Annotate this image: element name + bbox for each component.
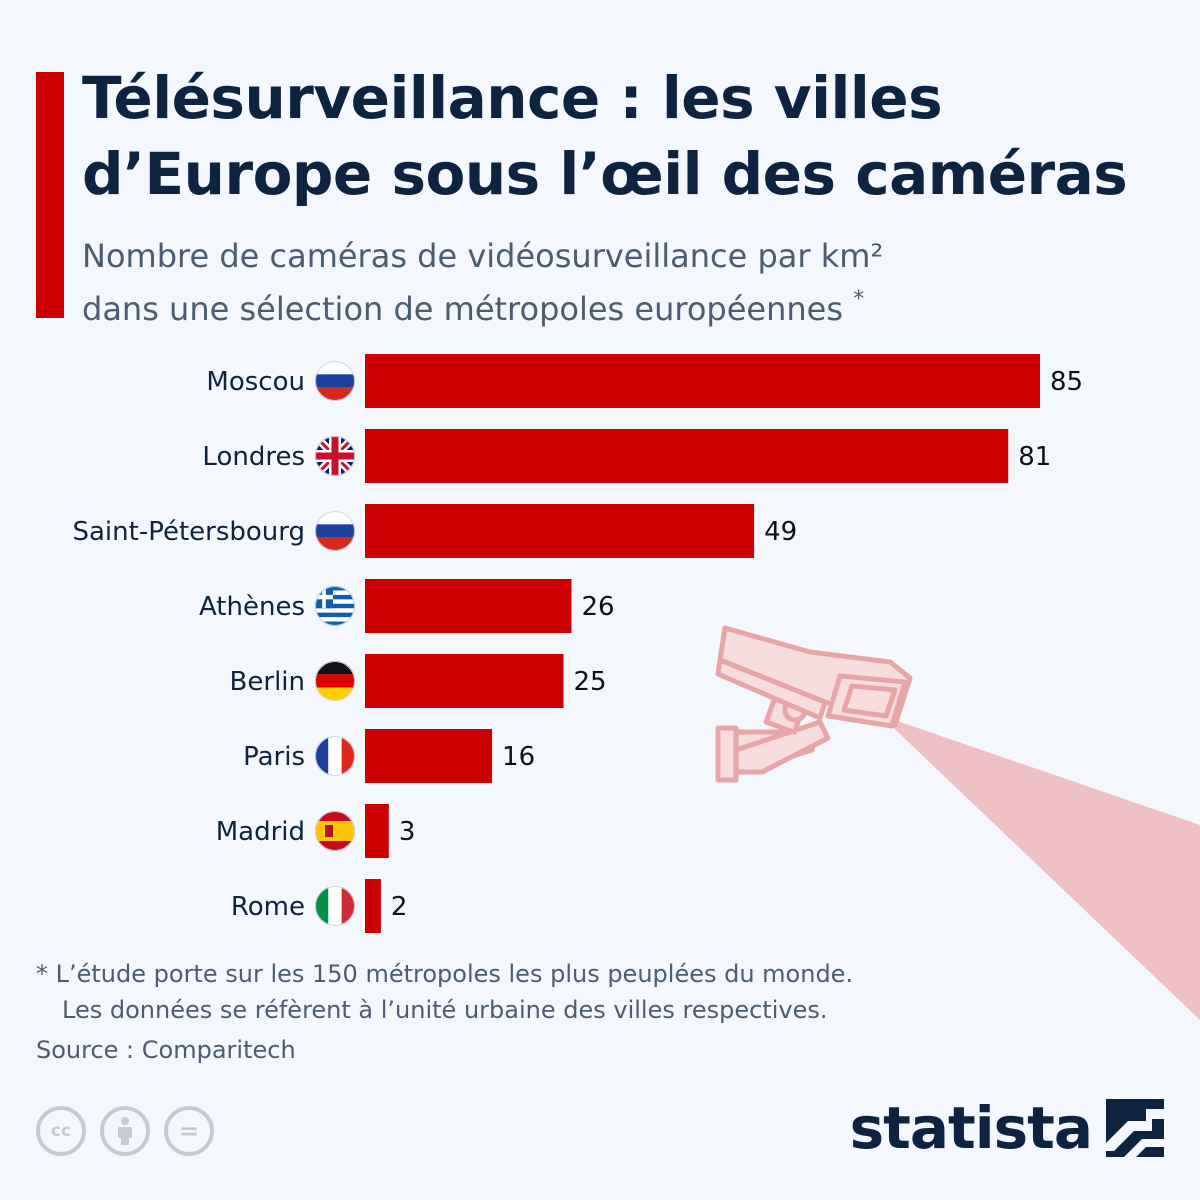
- italy-flag-icon: [315, 886, 355, 926]
- value-label-0: 85: [1050, 367, 1083, 397]
- footnote-line-1: * L’étude porte sur les 150 métropoles l…: [36, 960, 854, 988]
- attribution-person-icon: [118, 1117, 132, 1145]
- value-label-1: 81: [1018, 442, 1051, 472]
- russia-flag-icon: [315, 361, 355, 401]
- greece-flag-icon: [315, 586, 355, 626]
- category-label-2: Saint-Pétersbourg: [72, 517, 305, 547]
- security-camera-icon: [715, 625, 1200, 1020]
- no-derivatives-icon: =: [164, 1106, 214, 1156]
- subtitle-marker: *: [853, 287, 865, 312]
- bar-5: [365, 729, 493, 783]
- bar-6: [365, 804, 389, 858]
- germany-flag-icon: [315, 661, 355, 701]
- value-label-6: 3: [399, 817, 416, 847]
- bar-0: [365, 354, 1040, 408]
- value-label-2: 49: [764, 517, 797, 547]
- value-label-7: 2: [391, 892, 408, 922]
- value-label-5: 16: [502, 742, 535, 772]
- attribution-icon: [100, 1106, 150, 1156]
- uk-flag-icon: [315, 436, 355, 476]
- brand: statista: [850, 1094, 1164, 1162]
- value-label-4: 25: [574, 667, 607, 697]
- cc-icon: cc: [36, 1106, 86, 1156]
- license-icons: cc =: [36, 1106, 214, 1156]
- bar-3: [365, 579, 572, 633]
- brand-name: statista: [849, 1094, 1093, 1162]
- bar-7: [365, 879, 381, 933]
- page-subtitle: Nombre de caméras de vidéosurveillance p…: [82, 234, 1082, 331]
- statista-logo-icon: [1106, 1099, 1164, 1157]
- title-line-1: Télésurveillance : les villes: [82, 64, 943, 132]
- bar-4: [365, 654, 564, 708]
- category-label-6: Madrid: [216, 817, 305, 847]
- category-label-7: Rome: [231, 892, 305, 922]
- subtitle-line-2: dans une sélection de métropoles europée…: [82, 278, 1082, 331]
- title-line-2: d’Europe sous l’œil des caméras: [82, 140, 1128, 208]
- chart-marks: Moscou 85 Londres 81 Saint-Pétersbourg 49 Athè…: [72, 354, 1083, 933]
- bar-2: [365, 504, 755, 558]
- page-title: Télésurveillance : les villes d’Europe s…: [82, 60, 1182, 212]
- category-label-1: Londres: [202, 442, 305, 472]
- bar-chart: Moscou 85 Londres 81 Saint-Pétersbourg 49 Athè…: [72, 354, 1083, 933]
- accent-bar: [36, 72, 64, 318]
- subtitle-line-1: Nombre de caméras de vidéosurveillance p…: [82, 237, 884, 275]
- france-flag-icon: [315, 736, 355, 776]
- category-label-3: Athènes: [199, 592, 305, 622]
- bar-1: [365, 429, 1009, 483]
- footnote-line-2: Les données se réfèrent à l’unité urbain…: [62, 996, 828, 1024]
- russia-flag-icon: [315, 511, 355, 551]
- source-text: Source : Comparitech: [36, 1036, 296, 1064]
- category-label-0: Moscou: [206, 367, 305, 397]
- spain-flag-icon: [315, 811, 355, 851]
- value-label-3: 26: [581, 592, 614, 622]
- camera-beam: [880, 715, 1200, 1020]
- subtitle-line-2-text: dans une sélection de métropoles europée…: [82, 290, 843, 328]
- footnote: * L’étude porte sur les 150 métropoles l…: [36, 956, 1036, 1028]
- category-label-4: Berlin: [230, 667, 305, 697]
- category-label-5: Paris: [243, 742, 305, 772]
